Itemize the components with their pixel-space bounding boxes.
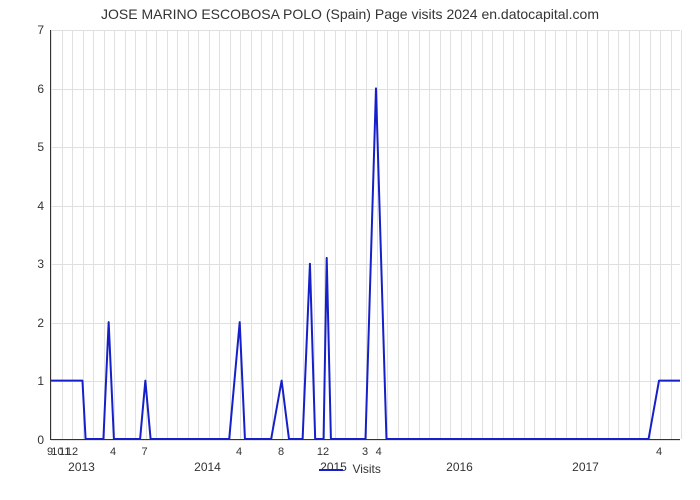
x-minor-tick-label: 4: [236, 446, 242, 458]
y-tick-label: 3: [4, 257, 44, 271]
x-minor-tick-label: 8: [278, 446, 284, 458]
chart-container: JOSE MARINO ESCOBOSA POLO (Spain) Page v…: [0, 0, 700, 500]
legend-label: Visits: [352, 462, 380, 476]
x-minor-tick-label: 4: [110, 446, 116, 458]
x-minor-tick-label: 7: [141, 446, 147, 458]
y-tick-label: 7: [4, 23, 44, 37]
x-minor-tick-label: 4: [656, 446, 662, 458]
legend-swatch: [319, 469, 343, 471]
x-minor-tick-label: 12: [317, 446, 329, 458]
y-tick-label: 5: [4, 140, 44, 154]
y-tick-label: 6: [4, 82, 44, 96]
x-minor-tick-label: 12: [66, 446, 78, 458]
y-tick-label: 1: [4, 374, 44, 388]
y-tick-label: 4: [4, 199, 44, 213]
gridline-v: [681, 30, 682, 439]
legend: Visits: [0, 462, 700, 476]
series-line: [51, 30, 680, 439]
x-minor-tick-label: 4: [376, 446, 382, 458]
y-tick-label: 0: [4, 433, 44, 447]
chart-title: JOSE MARINO ESCOBOSA POLO (Spain) Page v…: [0, 6, 700, 22]
plot-area: [50, 30, 680, 440]
y-tick-label: 2: [4, 316, 44, 330]
gridline-h: [51, 440, 680, 441]
x-minor-tick-label: 3: [362, 446, 368, 458]
